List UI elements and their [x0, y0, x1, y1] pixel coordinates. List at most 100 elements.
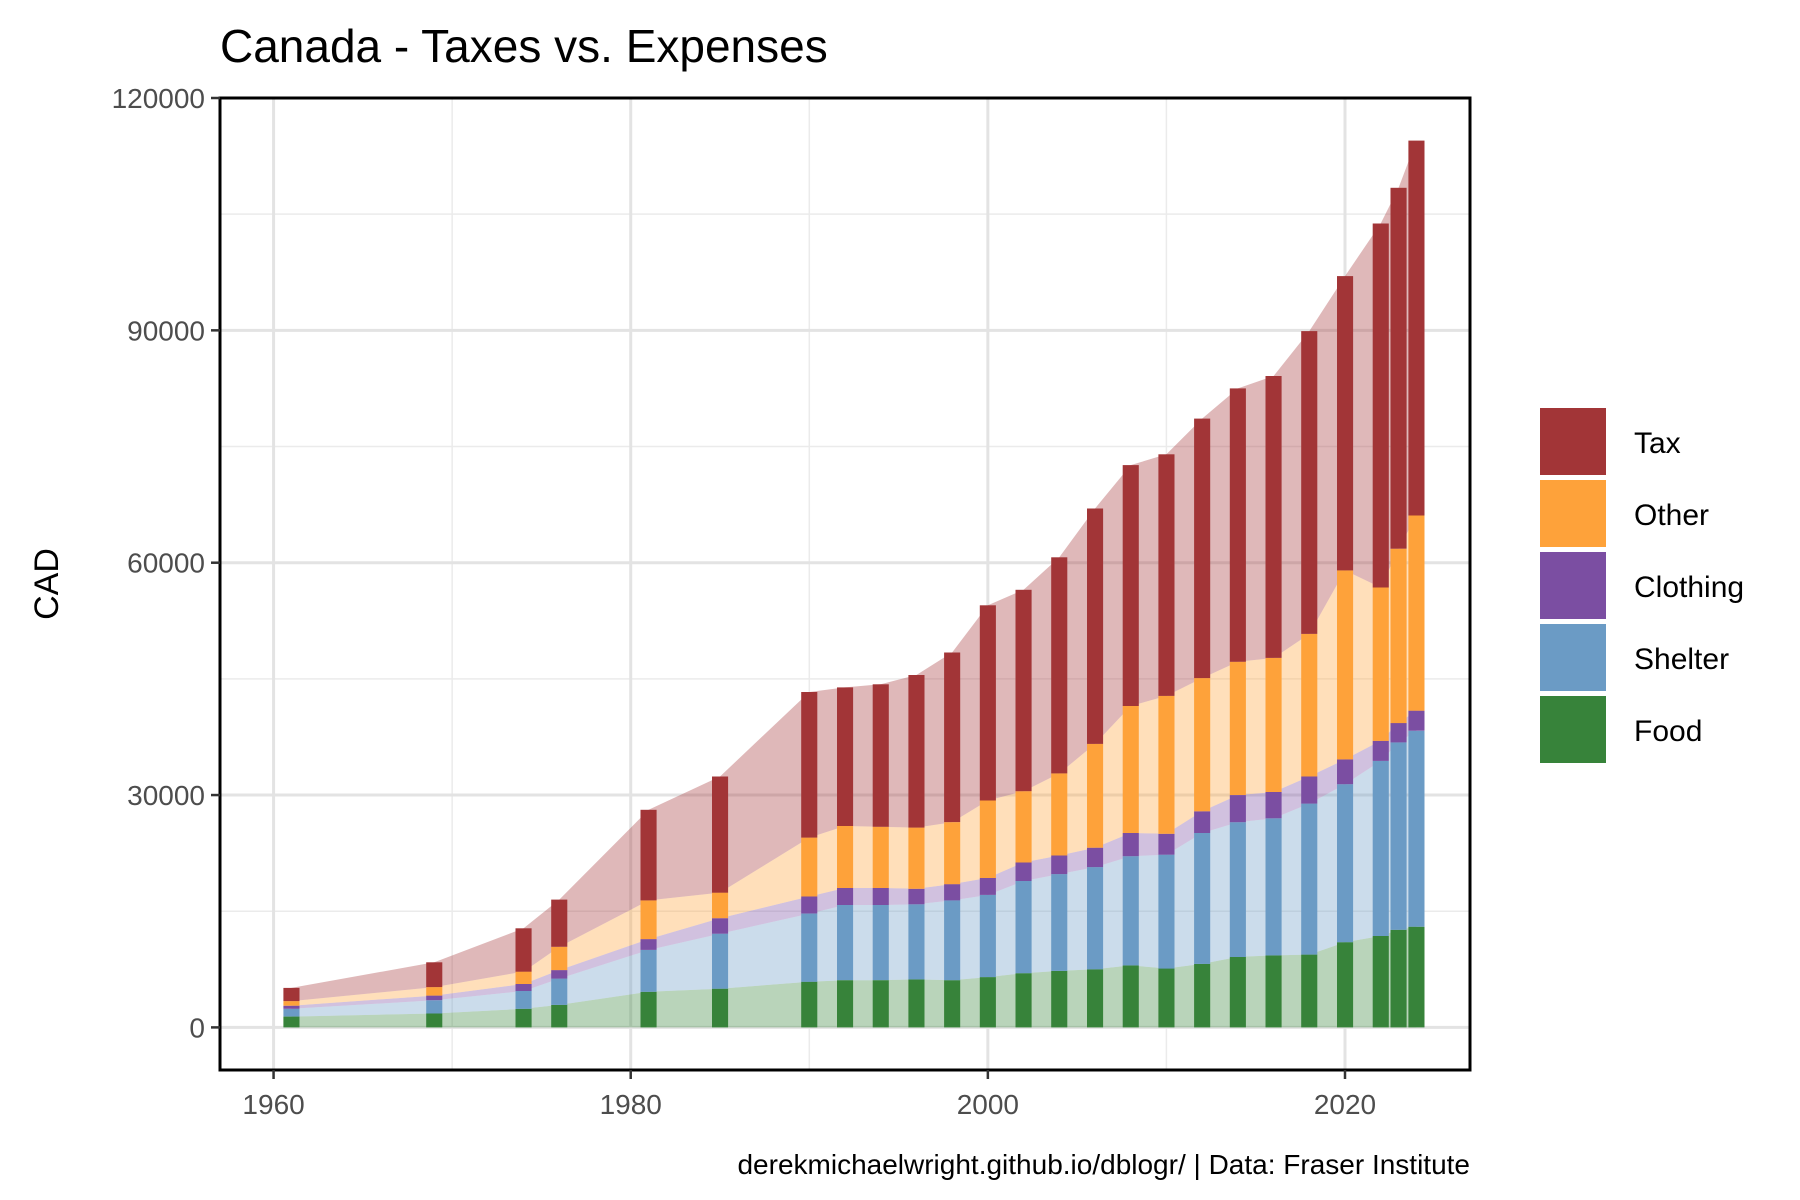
chart-caption: derekmichaelwright.github.io/dblogr/ | D…: [737, 1149, 1470, 1180]
bar-clothing-1981: [640, 939, 657, 950]
bar-shelter-2014: [1229, 822, 1246, 957]
bar-shelter-1992: [837, 905, 854, 981]
bar-other-1976: [551, 946, 568, 971]
bar-clothing-2002: [1015, 862, 1032, 881]
bar-other-2022: [1372, 587, 1389, 741]
bar-shelter-1961: [283, 1008, 300, 1017]
y-tick-label: 0: [189, 1012, 205, 1043]
bar-shelter-1998: [944, 900, 961, 981]
legend-label-food: Food: [1634, 715, 1702, 748]
bar-other-1974: [515, 971, 532, 984]
bar-tax-1998: [944, 652, 961, 823]
x-tick-label: 1960: [242, 1089, 304, 1120]
bar-food-1974: [515, 1008, 532, 1028]
bar-other-2012: [1194, 678, 1211, 812]
bar-clothing-1996: [908, 888, 925, 905]
y-tick-label: 30000: [127, 780, 205, 811]
bar-shelter-2010: [1158, 854, 1175, 969]
bar-clothing-2014: [1229, 795, 1246, 823]
y-tick-label: 120000: [112, 83, 205, 114]
bar-other-1998: [944, 822, 961, 885]
bar-tax-1981: [640, 809, 657, 901]
bar-food-1969: [426, 1013, 443, 1028]
bar-food-2020: [1337, 942, 1354, 1028]
legend-label-tax: Tax: [1634, 427, 1681, 460]
bar-tax-1961: [283, 987, 300, 1002]
y-tick-label: 60000: [127, 548, 205, 579]
bar-tax-2004: [1051, 557, 1068, 774]
bar-other-2010: [1158, 695, 1175, 834]
legend-key-tax: [1540, 408, 1606, 475]
bar-shelter-1996: [908, 904, 925, 980]
bar-food-2008: [1122, 965, 1139, 1028]
bar-other-1994: [872, 826, 889, 888]
bar-other-2024: [1408, 515, 1425, 711]
legend-label-shelter: Shelter: [1634, 643, 1729, 676]
bars: [283, 140, 1425, 1028]
bar-other-2002: [1015, 791, 1032, 863]
bar-tax-1996: [908, 675, 925, 828]
bar-food-2023: [1390, 929, 1407, 1028]
bar-food-2000: [979, 977, 996, 1028]
bar-tax-2020: [1337, 276, 1354, 571]
bar-food-2018: [1301, 954, 1318, 1028]
bar-clothing-1990: [801, 896, 818, 914]
bar-tax-1974: [515, 928, 532, 972]
bar-clothing-1961: [283, 1005, 300, 1009]
bar-other-2008: [1122, 706, 1139, 833]
bar-food-1981: [640, 991, 657, 1028]
bar-food-1998: [944, 980, 961, 1028]
bar-food-1992: [837, 980, 854, 1028]
bar-tax-2012: [1194, 418, 1211, 679]
bar-other-2006: [1087, 743, 1104, 848]
bar-other-1981: [640, 900, 657, 940]
x-axis: 1960 1980 2000 2020: [242, 1070, 1376, 1120]
bar-shelter-2018: [1301, 803, 1318, 955]
bar-food-2016: [1265, 955, 1282, 1028]
bar-clothing-2018: [1301, 776, 1318, 804]
bar-shelter-2008: [1122, 856, 1139, 966]
bar-shelter-2024: [1408, 730, 1425, 927]
plot-border: [218, 96, 1472, 1072]
bar-tax-2024: [1408, 140, 1425, 516]
bar-other-1985: [712, 892, 729, 919]
bar-shelter-2004: [1051, 874, 1068, 971]
bar-other-1996: [908, 827, 925, 889]
bar-food-1985: [712, 988, 729, 1028]
bar-clothing-2023: [1390, 723, 1407, 743]
legend-key-shelter: [1540, 624, 1606, 691]
bar-shelter-2002: [1015, 881, 1032, 974]
bar-other-2000: [979, 800, 996, 878]
legend-key-food: [1540, 696, 1606, 763]
bar-shelter-2000: [979, 895, 996, 978]
bar-shelter-1974: [515, 991, 532, 1009]
bar-clothing-1992: [837, 888, 854, 905]
bar-shelter-2022: [1372, 761, 1389, 936]
bar-clothing-2024: [1408, 710, 1425, 731]
area-other: [291, 515, 1417, 1006]
bar-food-2014: [1229, 956, 1246, 1028]
bar-other-2016: [1265, 658, 1282, 792]
y-axis-label: CAD: [28, 548, 66, 620]
x-tick-label: 2020: [1314, 1089, 1376, 1120]
bar-shelter-1976: [551, 978, 568, 1005]
bar-shelter-2016: [1265, 818, 1282, 956]
legend: Tax Other Clothing Shelter Food: [1540, 408, 1744, 763]
bar-tax-1994: [872, 684, 889, 827]
bar-tax-2010: [1158, 454, 1175, 696]
bar-food-2024: [1408, 926, 1425, 1028]
bar-food-1996: [908, 979, 925, 1028]
x-tick-label: 2000: [957, 1089, 1019, 1120]
bar-food-1990: [801, 981, 818, 1028]
bar-clothing-1974: [515, 984, 532, 991]
bar-other-1961: [283, 1001, 300, 1006]
bar-tax-2022: [1372, 223, 1389, 588]
bar-tax-2018: [1301, 331, 1318, 634]
bar-tax-2016: [1265, 376, 1282, 658]
bar-tax-1992: [837, 687, 854, 826]
bar-clothing-1985: [712, 918, 729, 934]
bar-tax-2023: [1390, 187, 1407, 549]
x-tick-label: 1980: [600, 1089, 662, 1120]
bar-shelter-2006: [1087, 867, 1104, 970]
